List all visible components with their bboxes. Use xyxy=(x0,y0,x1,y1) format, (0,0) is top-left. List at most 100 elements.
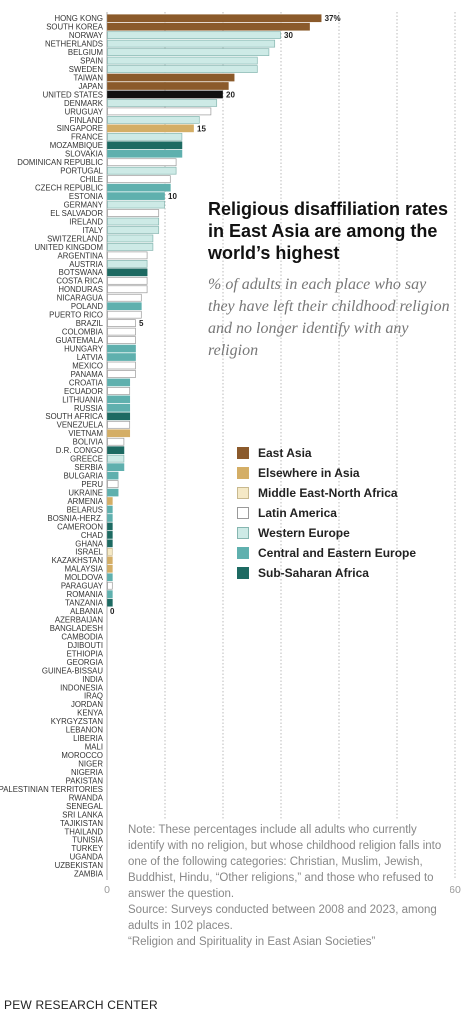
bar xyxy=(107,344,136,353)
bar xyxy=(107,192,165,200)
country-label: MOZAMBIQUE xyxy=(50,141,103,150)
country-label: URUGUAY xyxy=(65,107,104,116)
country-label: ALBANIA xyxy=(70,607,104,616)
legend-label: Sub-Saharan Africa xyxy=(258,566,369,580)
country-label: UGANDA xyxy=(70,853,104,862)
legend-swatch xyxy=(237,467,249,479)
bar xyxy=(107,14,322,23)
country-label: ROMANIA xyxy=(67,590,104,599)
country-label: KAZAKHSTAN xyxy=(52,556,103,565)
bar xyxy=(107,39,276,48)
country-label: NIGER xyxy=(78,759,103,768)
bar xyxy=(107,141,183,150)
country-label: ISRAEL xyxy=(75,548,103,557)
country-label: TURKEY xyxy=(71,844,103,853)
value-labels: 37% 30 20 15 10 5 0 xyxy=(110,14,341,616)
country-label: GUATEMALA xyxy=(55,336,103,345)
title-block: Religious disaffiliation rates in East A… xyxy=(208,198,454,362)
bar xyxy=(107,56,258,65)
legend-item-latin-america: Latin America xyxy=(237,503,416,523)
country-label: PANAMA xyxy=(71,370,104,379)
bar xyxy=(107,31,281,40)
bar xyxy=(107,183,171,192)
country-label: RWANDA xyxy=(69,793,104,802)
country-label: ECUADOR xyxy=(64,387,103,396)
country-label: DOMINICAN REPUBLIC xyxy=(17,158,103,167)
bar xyxy=(107,158,177,167)
country-label: ARMENIA xyxy=(67,497,103,506)
bar xyxy=(107,217,160,226)
bar xyxy=(107,124,194,133)
country-label: JORDAN xyxy=(71,700,103,709)
country-label: LATVIA xyxy=(77,353,104,362)
legend-swatch xyxy=(237,447,249,459)
bar xyxy=(107,412,131,421)
country-label: UNITED KINGDOM xyxy=(35,243,103,252)
country-label: GHANA xyxy=(75,539,104,548)
country-label: PARAGUAY xyxy=(61,582,104,591)
bar xyxy=(107,310,142,319)
bar xyxy=(107,302,142,311)
bar xyxy=(107,243,154,251)
country-label: LEBANON xyxy=(66,726,103,735)
bar xyxy=(107,590,113,599)
country-label: SOUTH KOREA xyxy=(46,23,104,32)
bar xyxy=(107,327,136,336)
country-label: BELGIUM xyxy=(68,48,103,57)
legend-label: Latin America xyxy=(258,506,337,520)
country-label: COLOMBIA xyxy=(62,328,104,337)
country-label: HUNGARY xyxy=(64,344,104,353)
bar xyxy=(107,293,142,302)
value-label: 0 xyxy=(110,607,115,616)
legend-item-east-asia: East Asia xyxy=(237,443,416,463)
bar xyxy=(107,251,148,260)
bar xyxy=(107,505,113,514)
legend-swatch xyxy=(237,547,249,559)
bar xyxy=(107,73,235,82)
country-label: GEORGIA xyxy=(67,658,104,667)
country-label: PERU xyxy=(81,480,103,489)
country-label: BULGARIA xyxy=(64,472,104,481)
country-label: SLOVAKIA xyxy=(65,150,104,159)
bar xyxy=(107,556,113,565)
country-label: CHAD xyxy=(81,531,103,540)
bar xyxy=(107,564,113,573)
country-label: ESTONIA xyxy=(69,192,104,201)
country-label: DJIBOUTI xyxy=(67,641,103,650)
country-label: HONG KONG xyxy=(54,14,103,23)
country-label: FINLAND xyxy=(70,116,104,125)
bar xyxy=(107,370,136,378)
bar xyxy=(107,107,212,116)
legend-item-central-eastern-europe: Central and Eastern Europe xyxy=(237,543,416,563)
country-label: SPAIN xyxy=(80,56,103,65)
notes: Note: These percentages include all adul… xyxy=(128,820,450,952)
bar xyxy=(107,166,177,175)
legend-swatch xyxy=(237,527,249,539)
legend-item-elsewhere-asia: Elsewhere in Asia xyxy=(237,463,416,483)
bar xyxy=(107,276,148,285)
country-label: HONDURAS xyxy=(58,285,103,294)
country-label: AZERBAIJAN xyxy=(55,616,103,625)
country-label: VIETNAM xyxy=(68,429,103,438)
country-label: BOTSWANA xyxy=(59,268,104,277)
country-label: AUSTRIA xyxy=(69,260,104,269)
country-label: GUINEA-BISSAU xyxy=(42,666,103,675)
legend-label: Middle East-North Africa xyxy=(258,486,398,500)
country-label: ITALY xyxy=(82,226,103,235)
country-label: LIBERIA xyxy=(73,734,104,743)
legend-swatch xyxy=(237,507,249,519)
country-label: INDONESIA xyxy=(60,683,104,692)
country-label: VENEZUELA xyxy=(57,421,104,430)
country-label: BELARUS xyxy=(67,505,103,514)
country-label: THAILAND xyxy=(64,827,103,836)
bar xyxy=(107,437,125,446)
country-label: MOROCCO xyxy=(61,751,103,760)
country-label: BOSNIA-HERZ. xyxy=(48,514,103,523)
bar xyxy=(107,404,131,412)
bar xyxy=(107,285,148,294)
country-label: GREECE xyxy=(70,455,103,464)
bar xyxy=(107,226,160,234)
bar xyxy=(107,361,136,370)
country-label: MALI xyxy=(85,743,103,752)
legend-swatch xyxy=(237,487,249,499)
